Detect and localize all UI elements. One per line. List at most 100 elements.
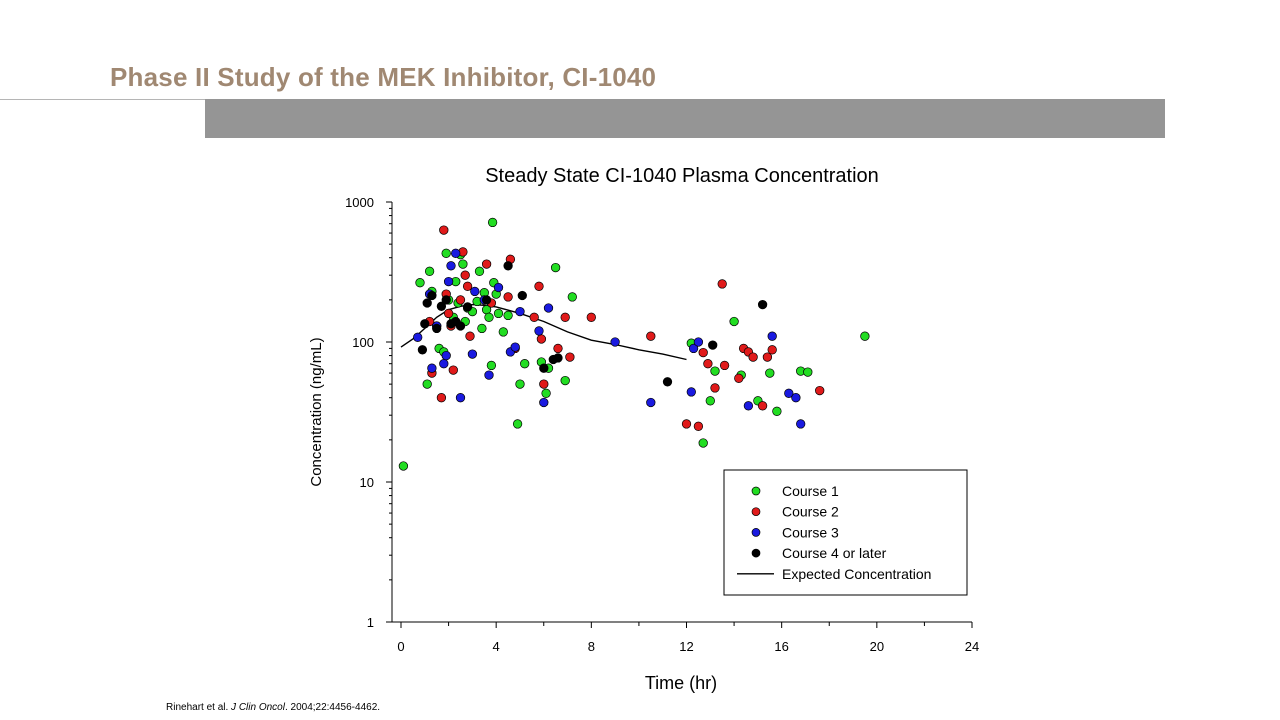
data-points	[398, 217, 870, 471]
legend-marker-course-1	[751, 486, 761, 496]
x-tick-label: 0	[397, 639, 404, 654]
point-course-3	[427, 363, 437, 373]
point-course-2	[534, 281, 544, 291]
point-course-1	[772, 406, 782, 416]
point-course-2	[717, 279, 727, 289]
point-course-2	[698, 347, 708, 358]
point-course-2	[693, 421, 704, 431]
point-course-2	[448, 365, 458, 375]
point-course-2	[565, 352, 575, 362]
point-course-4-or-later	[757, 299, 768, 310]
point-course-4-or-later	[436, 301, 447, 311]
point-course-2	[586, 312, 596, 322]
point-course-2	[462, 281, 473, 291]
point-course-1	[803, 367, 813, 377]
point-course-2	[481, 259, 492, 269]
point-course-3	[791, 393, 801, 403]
point-course-3	[693, 337, 704, 347]
point-course-2	[748, 352, 758, 362]
point-course-3	[543, 303, 554, 313]
legend-label-course-3: Course 3	[782, 524, 839, 540]
y-tick-label: 1000	[345, 195, 374, 210]
point-course-3	[610, 337, 620, 347]
point-course-1	[398, 461, 409, 471]
concentration-chart: Steady State CI-1040 Plasma Concentratio…	[308, 165, 979, 693]
y-tick-label: 1	[367, 615, 374, 630]
point-course-2	[503, 292, 513, 302]
point-course-3	[439, 359, 449, 369]
point-course-2	[815, 385, 825, 396]
chart-legend: Course 1 Course 2 Course 3 Course 4 or late…	[723, 469, 968, 596]
point-course-2	[710, 383, 720, 393]
chart-title: Steady State CI-1040 Plasma Concentratio…	[485, 165, 879, 187]
header-bar	[205, 99, 1165, 138]
point-course-3	[784, 388, 794, 398]
x-tick-label: 20	[870, 639, 884, 654]
citation: Rinehart et al. J Clin Oncol. 2004;22:44…	[166, 702, 380, 713]
point-course-1	[541, 388, 551, 398]
point-course-4-or-later	[503, 261, 513, 271]
point-course-2	[439, 225, 449, 235]
point-course-1	[484, 312, 494, 322]
point-course-1	[698, 438, 708, 448]
point-course-2	[539, 379, 549, 389]
point-course-4-or-later	[422, 298, 432, 308]
point-course-1	[477, 323, 487, 334]
point-course-3	[484, 370, 494, 380]
point-course-3	[451, 248, 461, 258]
point-course-1	[441, 248, 451, 258]
point-course-3	[686, 387, 696, 397]
point-course-2	[719, 360, 730, 371]
point-course-3	[539, 397, 549, 408]
point-course-3	[510, 342, 520, 352]
point-course-1	[710, 366, 720, 376]
x-tick-label: 16	[774, 639, 788, 654]
point-course-4-or-later	[455, 321, 466, 331]
point-course-3	[796, 419, 806, 429]
point-course-1	[860, 331, 870, 341]
point-course-2	[436, 393, 447, 403]
point-course-1	[486, 360, 497, 371]
point-course-1	[512, 419, 523, 429]
point-course-2	[703, 359, 713, 369]
x-tick-label: 4	[493, 639, 500, 654]
point-course-1	[458, 259, 468, 269]
point-course-1	[705, 396, 715, 406]
citation-authors: Rinehart et al.	[166, 702, 232, 713]
point-course-1	[415, 278, 425, 288]
chart-axes	[391, 202, 972, 623]
point-course-3	[470, 286, 480, 297]
point-course-1	[515, 379, 525, 389]
point-course-2	[681, 419, 692, 429]
y-axis-label: Concentration (ng/mL)	[308, 337, 325, 486]
point-course-1	[474, 266, 485, 276]
legend-label-course-2: Course 2	[782, 504, 839, 520]
point-course-1	[424, 266, 435, 276]
citation-details: . 2004;22:4456-4462.	[284, 702, 381, 713]
point-course-4-or-later	[441, 295, 451, 305]
point-course-2	[529, 312, 539, 322]
point-course-2	[757, 401, 768, 411]
point-course-1	[729, 316, 739, 327]
point-course-2	[560, 312, 570, 322]
chart-ticks: 0 4 8 12 16 20 24 1 10 100 1000	[345, 195, 979, 654]
point-course-1	[520, 359, 530, 369]
point-course-4-or-later	[417, 345, 428, 355]
point-course-4-or-later	[420, 319, 430, 329]
y-tick-label: 10	[360, 475, 374, 490]
point-course-4-or-later	[662, 377, 673, 387]
point-course-3	[646, 397, 656, 408]
point-course-4-or-later	[481, 295, 492, 305]
point-course-3	[467, 349, 478, 359]
point-course-1	[493, 308, 504, 319]
point-course-4-or-later	[462, 302, 473, 312]
point-course-3	[767, 331, 777, 341]
point-course-4-or-later	[553, 353, 563, 363]
legend-label-course-4-or-later: Course 4 or later	[782, 545, 887, 561]
legend-label-expected-concentration: Expected Concentration	[782, 566, 931, 582]
legend-marker-course-4-or-later	[751, 548, 761, 558]
point-course-2	[762, 352, 773, 362]
point-course-4-or-later	[539, 363, 549, 373]
point-course-2	[536, 334, 547, 344]
point-course-4-or-later	[432, 323, 442, 334]
